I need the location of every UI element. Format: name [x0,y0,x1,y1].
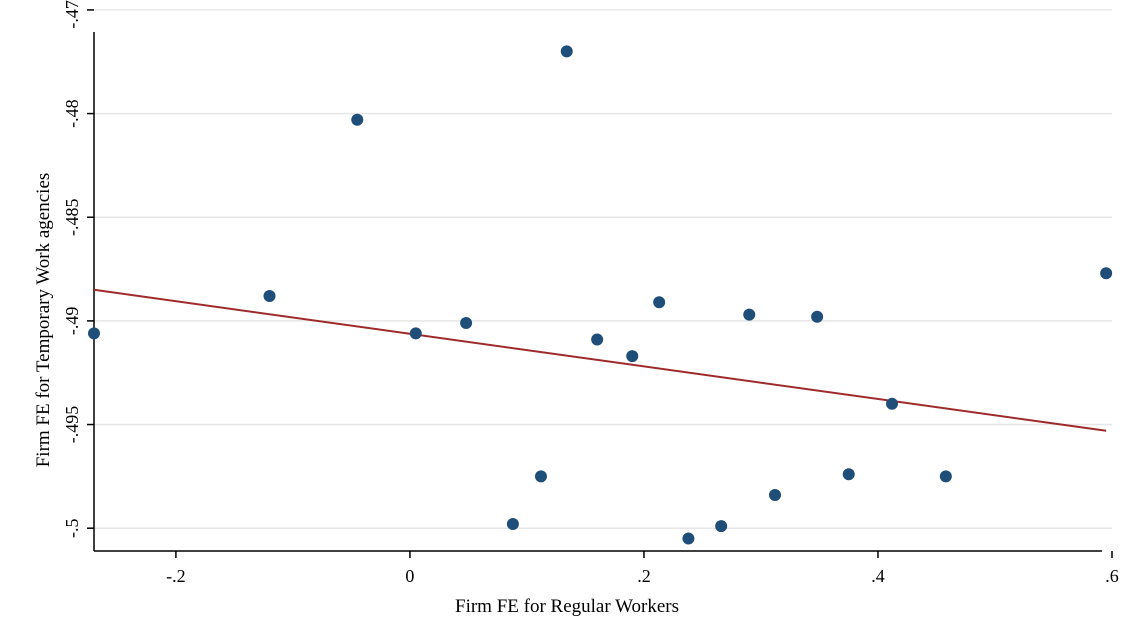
scatter-point [886,397,899,410]
scatter-point [506,518,519,531]
y-tick-label: -.48 [62,99,82,128]
y-axis-title: Firm FE for Temporary Work agencies [33,173,54,468]
x-tick-label: -.2 [166,566,186,586]
y-tick-label: -.49 [62,307,82,336]
x-tick-label: .2 [637,566,651,586]
scatter-point [591,333,604,346]
scatter-point [409,327,422,340]
x-tick-label: .6 [1105,566,1119,586]
scatter-point [460,316,473,329]
fit-line [93,288,1107,432]
scatter-point [769,489,782,502]
scatter-point [88,327,100,340]
scatter-point [351,113,364,126]
x-tick-label: .4 [871,566,885,586]
scatter-point [743,308,756,321]
scatter-point [560,45,573,58]
scatter-point [682,532,695,545]
scatter-point [811,310,824,323]
y-tick-label: -.5 [62,518,82,538]
scatter-point [715,520,728,533]
x-tick-label: 0 [405,566,414,586]
scatter-point [626,350,639,363]
x-axis-title: Firm FE for Regular Workers [455,596,679,617]
scatter-point [1100,267,1113,280]
y-tick-label: -.475 [62,0,82,29]
scatter-point [939,470,952,483]
scatter-point [653,296,666,309]
scatter-point [534,470,547,483]
y-tick-label: -.495 [62,406,82,444]
scatter-point [842,468,855,481]
y-tick-label: -.485 [62,198,82,236]
scatter-point [263,290,276,303]
